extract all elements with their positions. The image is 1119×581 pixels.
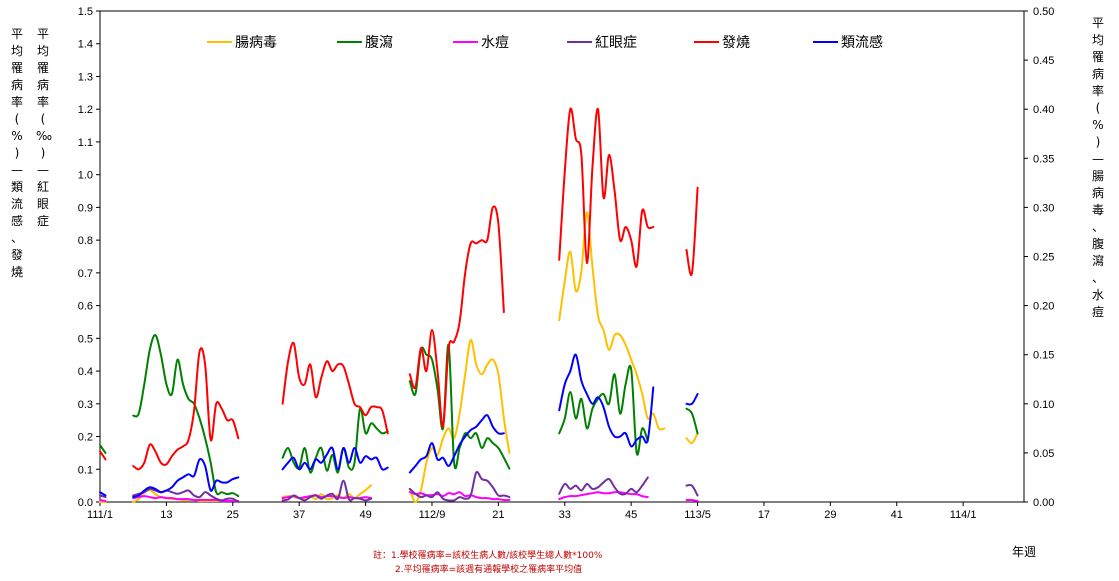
legend-label: 類流感 [841, 34, 883, 51]
y-axis-label-right: 平均罹病率(%) — 腸病毒、腹瀉、水痘 [1091, 16, 1104, 319]
series-line-紅眼症 [281, 479, 373, 502]
x-tick-label: 45 [625, 509, 637, 521]
y-left-tick-label: 1.1 [78, 137, 93, 149]
x-tick-label: 25 [227, 509, 239, 521]
x-tick-label: 21 [492, 509, 504, 521]
series-line-類流感 [408, 414, 505, 474]
y-right-tick-label: 0.00 [1033, 497, 1054, 509]
y-right-tick-label: 0.05 [1033, 448, 1054, 460]
footnote-2: 2.平均罹病率=該週有通報學校之罹病率平均值 [395, 565, 583, 575]
legend-label: 腹瀉 [365, 34, 393, 51]
x-tick-label: 112/9 [419, 509, 446, 521]
series-line-發燒 [99, 450, 107, 461]
series-line-類流感 [99, 491, 107, 497]
series-line-腹瀉 [132, 334, 240, 498]
x-tick-label: 41 [891, 509, 903, 521]
series-line-水痘 [99, 499, 107, 502]
series-line-發燒 [408, 205, 505, 428]
series-line-類流感 [281, 446, 389, 471]
series-line-紅眼症 [408, 470, 511, 502]
series-line-腹瀉 [685, 407, 699, 435]
x-tick-label: 49 [359, 509, 371, 521]
series-line-類流感 [685, 393, 699, 406]
series-lines [99, 107, 699, 503]
y-right-tick-label: 0.50 [1033, 6, 1054, 18]
y-right-tick-label: 0.10 [1033, 399, 1054, 411]
y-left-tick-label: 0.6 [78, 301, 93, 313]
y-right-tick-label: 0.25 [1033, 252, 1054, 264]
axes: 0.0 0.1 0.2 0.3 0.4 0.5 0.6 0.7 0.8 0.9 1.0 1.1 1.2 1… [78, 6, 1055, 521]
legend-label: 發燒 [722, 35, 750, 51]
x-tick-label: 33 [559, 509, 571, 521]
y-right-tick-label: 0.20 [1033, 301, 1054, 313]
series-line-腸病毒 [685, 432, 699, 445]
x-tick-label: 113/5 [684, 509, 711, 521]
legend: 腸病毒 腹瀉 水痘 紅眼症 發燒 類流感 [207, 34, 883, 51]
y-right-tick-label: 0.45 [1033, 55, 1054, 67]
series-line-水痘 [685, 498, 699, 502]
y-left-tick-label: 0.7 [78, 268, 93, 280]
series-line-紅眼症 [685, 483, 699, 497]
y-left-tick-label: 0.1 [78, 464, 93, 476]
series-line-紅眼症 [558, 476, 649, 496]
y-left-tick-label: 1.4 [78, 39, 93, 51]
y-left-tick-label: 0.5 [78, 333, 93, 345]
y-left-tick-label: 0.4 [78, 366, 93, 378]
x-tick-label: 37 [293, 509, 305, 521]
x-tick-label: 111/1 [87, 509, 113, 521]
y-right-tick-label: 0.15 [1033, 350, 1054, 362]
series-line-發燒 [281, 341, 389, 435]
series-line-腸病毒 [558, 211, 666, 431]
y-axis-label-left-inner: 平均罹病率(‰) — 紅眼症 [36, 27, 53, 228]
x-tick-label: 114/1 [950, 509, 977, 521]
legend-label: 紅眼症 [595, 35, 637, 51]
y-left-tick-label: 0.8 [78, 235, 93, 247]
series-line-發燒 [558, 107, 655, 268]
series-line-腸病毒 [408, 338, 511, 503]
y-left-tick-label: 1.0 [78, 170, 93, 182]
series-line-水痘 [558, 491, 649, 501]
series-line-類流感 [558, 353, 655, 448]
x-tick-label: 13 [160, 509, 172, 521]
y-left-tick-label: 1.5 [78, 6, 93, 18]
y-left-tick-label: 1.2 [78, 104, 93, 116]
legend-label: 腸病毒 [235, 35, 277, 51]
y-left-tick-label: 0.0 [78, 497, 93, 509]
x-tick-label: 29 [824, 509, 836, 521]
y-left-tick-label: 0.2 [78, 432, 93, 444]
x-tick-label: 17 [758, 509, 770, 521]
series-line-發燒 [685, 186, 699, 277]
y-right-tick-label: 0.40 [1033, 104, 1054, 116]
y-axis-label-left-outer: 平均罹病率(%) — 類流感、發燒 [10, 27, 23, 279]
series-line-腹瀉 [99, 444, 107, 454]
series-line-紅眼症 [132, 487, 240, 503]
y-left-tick-label: 1.3 [78, 71, 93, 83]
footnote-1: 註：1.學校罹病率=該校生病人數/該校學生總人數*100% [373, 551, 603, 561]
y-right-tick-label: 0.30 [1033, 202, 1054, 214]
y-left-tick-label: 0.3 [78, 399, 93, 411]
series-line-類流感 [132, 458, 240, 499]
legend-label: 水痘 [481, 35, 509, 51]
series-line-發燒 [132, 347, 240, 471]
y-right-tick-label: 0.35 [1033, 153, 1054, 165]
series-line-腹瀉 [558, 364, 649, 456]
series-line-腹瀉 [408, 343, 511, 470]
y-left-tick-label: 0.9 [78, 202, 93, 214]
x-axis-label: 年週 [1012, 545, 1037, 559]
series-line-紅眼症 [99, 494, 107, 499]
